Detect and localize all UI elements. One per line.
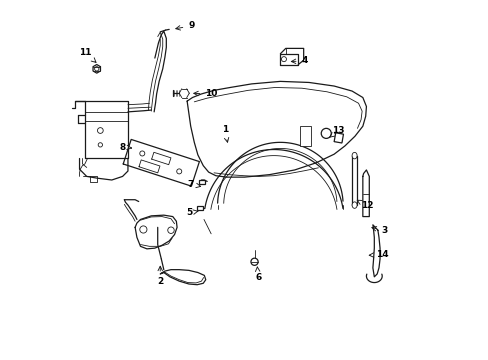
Text: 3: 3: [371, 226, 386, 235]
Bar: [198, 180, 204, 184]
Text: 9: 9: [175, 21, 194, 30]
Bar: [197, 206, 203, 210]
Text: 5: 5: [185, 208, 198, 217]
Text: 6: 6: [254, 267, 261, 282]
Text: 1: 1: [221, 125, 228, 142]
Text: 11: 11: [79, 48, 96, 62]
Text: 4: 4: [291, 57, 307, 66]
Bar: [333, 133, 343, 143]
Ellipse shape: [351, 202, 356, 208]
Text: 14: 14: [368, 250, 388, 259]
Text: 8: 8: [119, 143, 131, 152]
Text: 10: 10: [193, 89, 217, 98]
Text: 2: 2: [157, 266, 163, 285]
Text: 7: 7: [187, 180, 200, 189]
Bar: [300, 126, 310, 146]
Text: 12: 12: [357, 200, 373, 210]
Ellipse shape: [351, 152, 356, 159]
Text: 13: 13: [329, 126, 344, 138]
